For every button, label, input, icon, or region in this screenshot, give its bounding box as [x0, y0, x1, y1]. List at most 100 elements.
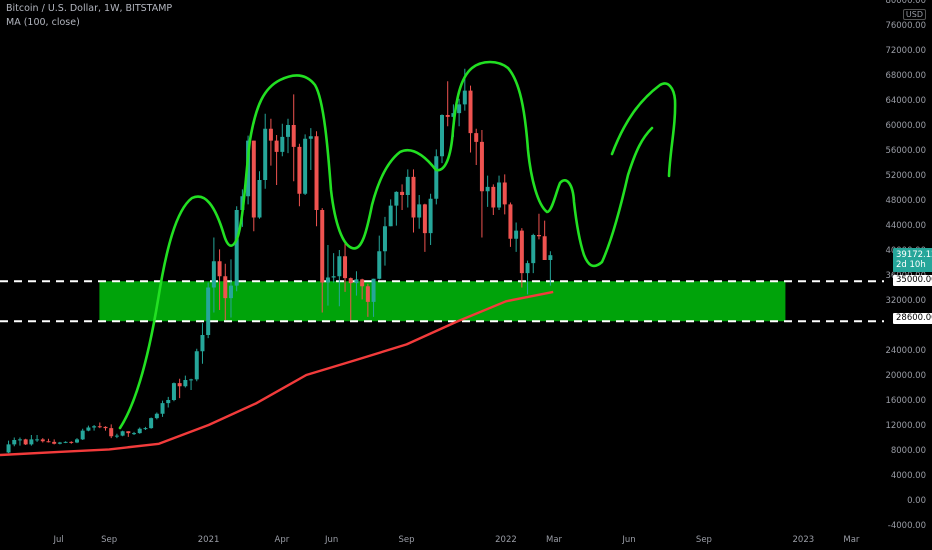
candle	[502, 174, 507, 215]
candle-body	[263, 128, 268, 180]
candle	[263, 113, 268, 189]
x-tick-label: Mar	[546, 535, 563, 545]
candle-body	[497, 182, 502, 208]
candle-body	[457, 104, 462, 114]
candle	[103, 426, 108, 431]
symbol-title[interactable]: Bitcoin / U.S. Dollar, 1W, BITSTAMP	[6, 3, 173, 14]
candle	[422, 203, 427, 252]
candle	[514, 222, 519, 252]
ma-100-layer	[0, 290, 554, 457]
drawing-left-shoulder	[118, 60, 654, 430]
candle-body	[365, 286, 370, 302]
candle	[171, 382, 176, 402]
candle-body	[291, 125, 296, 147]
level-28600-tag: 28600.00	[893, 313, 932, 324]
candle	[331, 253, 336, 283]
candle-body	[394, 191, 399, 206]
candle	[154, 412, 159, 420]
candle-body	[297, 146, 302, 194]
candle-body	[354, 279, 359, 284]
candle-body	[132, 433, 137, 435]
candle-body	[40, 439, 45, 442]
candle-body	[348, 278, 353, 284]
candle-body	[405, 176, 410, 195]
candle	[445, 81, 450, 127]
candle	[411, 169, 416, 233]
candle-body	[308, 136, 313, 139]
candle-body	[23, 439, 28, 445]
candle	[63, 441, 68, 444]
candle-body	[109, 428, 114, 437]
candle-body	[542, 236, 547, 260]
candle-body	[74, 439, 79, 443]
candle-body	[126, 431, 131, 434]
currency-unit-badge[interactable]: USD	[902, 9, 926, 20]
candle-body	[171, 383, 176, 400]
y-tick-label: 64000.00	[885, 96, 926, 106]
x-tick-label: Sep	[101, 535, 117, 545]
indicator-title[interactable]: MA (100, close)	[6, 17, 80, 28]
hand-drawn-pattern	[118, 60, 677, 430]
candle-body	[177, 383, 182, 387]
candle-body	[114, 435, 119, 437]
candle-body	[485, 186, 490, 192]
candle-body	[63, 441, 68, 443]
candle	[97, 422, 102, 429]
candle-body	[320, 210, 325, 283]
drawing-right-hook	[610, 82, 677, 178]
candle	[194, 348, 199, 382]
candle	[303, 134, 308, 195]
candle-body	[189, 379, 194, 381]
candle-body	[400, 191, 405, 195]
candles-layer	[6, 68, 553, 454]
candle	[536, 213, 541, 240]
candle	[114, 433, 119, 439]
candle-body	[223, 276, 228, 299]
candle-body	[52, 441, 57, 444]
candle	[365, 283, 370, 317]
candle	[377, 235, 382, 280]
candle	[23, 438, 28, 445]
candle-body	[160, 403, 165, 414]
candle	[126, 431, 131, 437]
candle-body	[57, 442, 62, 444]
x-tick-label: Jun	[324, 535, 338, 545]
x-tick-label: Jun	[621, 535, 635, 545]
candle	[160, 400, 165, 417]
candle	[251, 140, 256, 232]
candle	[74, 438, 79, 444]
y-tick-label: 8000.00	[891, 446, 926, 456]
candle	[434, 149, 439, 205]
candle-body	[251, 140, 256, 218]
candle-body	[314, 136, 319, 210]
y-tick-label: 52000.00	[885, 171, 926, 181]
candle-body	[17, 439, 22, 441]
candle	[320, 208, 325, 313]
candle	[200, 323, 205, 364]
current-price-tag: 39172.12 2d 10h	[893, 248, 932, 272]
candle-body	[257, 180, 262, 218]
candle-body	[149, 418, 154, 429]
candle-body	[491, 186, 496, 208]
candle-body	[86, 427, 91, 431]
candle	[491, 184, 496, 215]
candle	[388, 199, 393, 227]
candle-body	[286, 125, 291, 137]
candle	[280, 123, 285, 157]
candle	[531, 233, 536, 274]
candle	[120, 430, 125, 437]
candle-body	[428, 198, 433, 234]
candle	[371, 278, 376, 317]
candle	[86, 425, 91, 432]
candle	[40, 438, 45, 443]
candle	[189, 378, 194, 390]
candle-body	[80, 430, 85, 440]
candle-body	[46, 441, 51, 443]
candle-body	[166, 400, 171, 404]
axes[interactable]: -4000.00 0.00 4000.00 8000.00 12000.00 16000.…	[53, 0, 926, 545]
x-tick-label: Jul	[53, 535, 64, 545]
candle	[325, 245, 330, 306]
candle	[80, 428, 85, 440]
candle	[405, 169, 410, 208]
